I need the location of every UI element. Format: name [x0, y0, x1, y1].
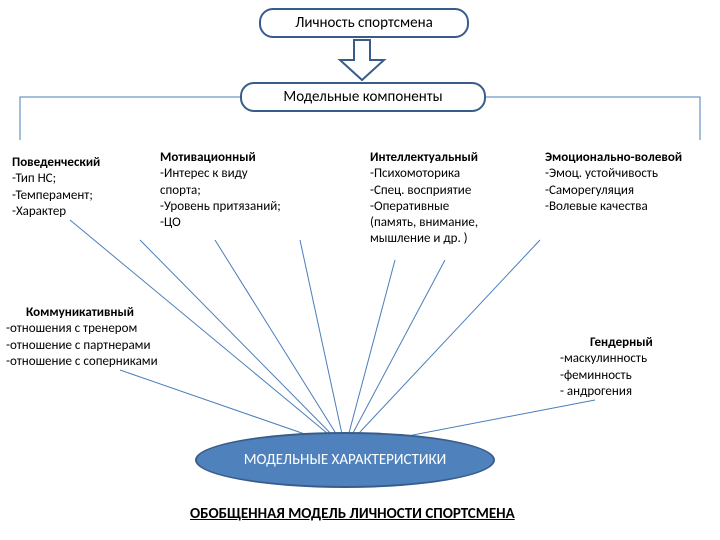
- block-emotional: Эмоционально-волевой -Эмоц. устойчивость…: [545, 150, 720, 215]
- block-gender-l1: -феминность: [560, 368, 632, 383]
- block-gender-title: Гендерный: [590, 335, 653, 351]
- block-intellectual-l3: (память, внимание,: [370, 215, 478, 230]
- footer-title: ОБОБЩЕННАЯ МОДЕЛЬ ЛИЧНОСТИ СПОРТСМЕНА: [190, 505, 515, 523]
- block-motivational-l0: -Интерес к виду: [160, 166, 248, 181]
- block-communicative-l1: -отношение с партнерами: [6, 338, 151, 353]
- title-box-text: Личность спортсмена: [295, 14, 433, 32]
- block-intellectual-l2: -Оперативные: [370, 199, 449, 214]
- block-motivational-l1: спорта;: [160, 183, 201, 198]
- block-emotional-l1: -Саморегуляция: [545, 183, 634, 198]
- block-intellectual-l0: -Психомоторика: [370, 166, 460, 181]
- block-motivational: Мотивационный -Интерес к виду спорта; -У…: [160, 150, 281, 231]
- block-intellectual-l4: мышление и др. ): [370, 231, 468, 246]
- block-communicative-title: Коммуникативный: [26, 305, 134, 321]
- block-behavioral-l2: -Характер: [12, 204, 66, 219]
- components-box-text: Модельные компоненты: [283, 88, 442, 106]
- block-gender-l2: - андрогения: [560, 384, 632, 399]
- block-motivational-title: Мотивационный: [160, 150, 256, 165]
- characteristics-oval: МОДЕЛЬНЫЕ ХАРАКТЕРИСТИКИ: [195, 432, 495, 488]
- block-behavioral-title: Поведенческий: [12, 155, 100, 170]
- block-emotional-title: Эмоционально-волевой: [545, 150, 682, 165]
- block-intellectual-title: Интеллектуальный: [370, 150, 478, 165]
- footer-title-text: ОБОБЩЕННАЯ МОДЕЛЬ ЛИЧНОСТИ СПОРТСМЕНА: [190, 505, 515, 523]
- block-intellectual-l1: -Спец. восприятие: [370, 183, 471, 198]
- block-communicative: Коммуникативный -отношения с тренером -о…: [6, 305, 158, 370]
- block-behavioral-l0: -Тип НС;: [12, 171, 56, 186]
- block-behavioral-l1: -Темперамент;: [12, 188, 93, 203]
- block-communicative-l0: -отношения с тренером: [6, 321, 137, 336]
- block-behavioral: Поведенческий -Тип НС; -Темперамент; -Ха…: [12, 155, 100, 220]
- block-motivational-l3: -ЦО: [160, 215, 181, 230]
- block-gender: Гендерный -маскулинность -феминность - а…: [560, 335, 653, 400]
- characteristics-oval-text: МОДЕЛЬНЫЕ ХАРАКТЕРИСТИКИ: [244, 451, 447, 469]
- block-gender-l0: -маскулинность: [560, 351, 647, 366]
- block-communicative-l2: -отношение с соперниками: [6, 354, 158, 369]
- block-emotional-l0: -Эмоц. устойчивость: [545, 166, 658, 181]
- components-box: Модельные компоненты: [240, 82, 486, 112]
- block-emotional-l2: -Волевые качества: [545, 199, 648, 214]
- block-intellectual: Интеллектуальный -Психомоторика -Спец. в…: [370, 150, 478, 248]
- title-box: Личность спортсмена: [259, 8, 469, 38]
- block-motivational-l2: -Уровень притязаний;: [160, 199, 281, 214]
